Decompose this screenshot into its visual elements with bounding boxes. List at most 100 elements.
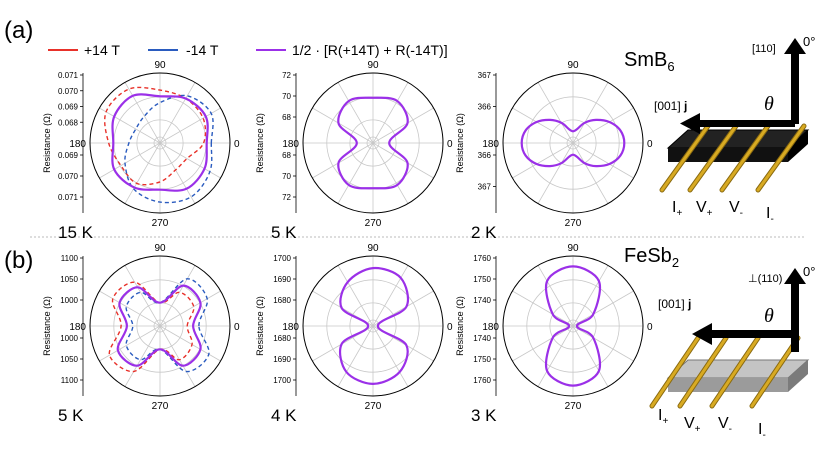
angle-label: 180: [482, 322, 499, 333]
axis-left-arrow: [692, 323, 795, 345]
contacts-a: [659, 123, 807, 193]
radial-tick-label: 0.069: [58, 151, 79, 160]
angle-label: 90: [567, 243, 579, 254]
sample-top-face: [666, 129, 810, 149]
grid-spoke: [124, 82, 161, 144]
axis-up-arrow: [784, 268, 806, 352]
radial-axis-label: Resistance (Ω): [42, 113, 52, 173]
angle-label: 90: [567, 60, 579, 71]
grid-spoke: [572, 325, 609, 387]
radial-tick-label: 1740: [473, 296, 491, 305]
grid-spoke: [124, 265, 161, 327]
radial-tick-label: 72: [282, 193, 291, 202]
polar-plot: 90 180 0 270 0.071 0.070 0.069 0.068 0.069 0.070 0…: [42, 60, 240, 242]
outer-ring: [502, 72, 644, 214]
radial-tick-label: 70: [282, 172, 291, 181]
angle-label: 180: [69, 139, 86, 150]
contacts-b: [649, 335, 801, 409]
radial-tick-label: 1700: [273, 254, 291, 263]
material-label-b: FeSb2: [624, 245, 679, 270]
radial-tick-label: 68: [282, 113, 291, 122]
outer-ring: [89, 255, 231, 397]
contact-wire: [660, 124, 710, 192]
axis-up-label: ⊥(110): [748, 273, 782, 285]
angle-label: 0: [234, 139, 240, 150]
angle-label: 180: [69, 322, 86, 333]
grid-spoke: [372, 82, 409, 144]
radial-tick-label: 1750: [473, 275, 491, 284]
svg-text:I-: I-: [766, 205, 774, 225]
contact-wire: [688, 124, 738, 192]
grid-spoke: [572, 265, 609, 327]
grid-spoke: [512, 325, 574, 362]
grid-spoke: [572, 325, 634, 362]
series-average: [111, 93, 209, 192]
outer-ring: [89, 72, 231, 214]
grid-spoke: [159, 82, 196, 144]
radial-axis-label: Resistance (Ω): [255, 296, 265, 356]
grid-spoke: [124, 325, 161, 387]
grid-spoke: [337, 82, 374, 144]
grid-spoke: [337, 325, 374, 387]
angle-label: 90: [154, 60, 166, 71]
radial-tick-label: 1050: [60, 275, 78, 284]
grid-spoke: [312, 107, 374, 144]
grid-spoke: [99, 142, 161, 179]
svg-text:V-: V-: [729, 199, 743, 219]
radial-tick-label: 68: [282, 151, 291, 160]
angle-label: 90: [367, 60, 379, 71]
outer-ring: [502, 255, 644, 397]
temperature-label: 5 K: [58, 406, 84, 425]
axis-top-angle: 0°: [803, 264, 815, 279]
series-minus-14t: [125, 278, 210, 373]
radial-tick-label: 1760: [473, 376, 491, 385]
svg-text:I+: I+: [658, 407, 668, 427]
legend-label-plus: +14 T: [84, 42, 120, 58]
grid-spoke: [512, 142, 574, 179]
grid-spoke: [572, 82, 609, 144]
contact-wire: [750, 336, 800, 408]
radial-tick-label: 1680: [273, 296, 291, 305]
grid-spoke: [99, 325, 161, 362]
grid-spoke: [159, 265, 196, 327]
radial-tick-label: 1000: [60, 296, 78, 305]
grid-spoke: [372, 325, 409, 387]
axis-top-angle: 0°: [803, 34, 815, 49]
grid-spoke: [159, 107, 221, 144]
temperature-label: 4 K: [271, 406, 297, 425]
radial-tick-label: 1690: [273, 275, 291, 284]
temperature-label: 3 K: [471, 406, 497, 425]
temperature-label: 15 K: [58, 223, 94, 242]
grid-spoke: [99, 107, 161, 144]
grid-spoke: [372, 142, 409, 204]
grid-spoke: [372, 142, 434, 179]
axis-up-arrow: [784, 38, 806, 124]
svg-text:I-: I-: [758, 421, 766, 441]
series-plus-14t: [108, 281, 195, 373]
radial-axis-label: Resistance (Ω): [455, 113, 465, 173]
series-average: [520, 118, 626, 168]
radial-tick-label: 0.070: [58, 172, 79, 181]
polar-plot: 90 180 0 270 367 366 366 367 Resistance (Ω) 2 K: [455, 60, 653, 242]
grid-spoke: [159, 325, 196, 387]
contact-wire: [650, 336, 700, 408]
radial-tick-label: 1100: [61, 376, 79, 385]
grid-spoke: [124, 142, 161, 204]
radial-tick-label: 367: [478, 71, 492, 80]
angle-label: 0: [447, 322, 453, 333]
angle-label: 270: [365, 401, 382, 412]
grid-spoke: [99, 290, 161, 327]
svg-text:V+: V+: [696, 199, 713, 219]
angle-label: 0: [647, 322, 653, 333]
radial-tick-label: 1100: [61, 254, 79, 263]
panel-label-a: (a): [4, 17, 33, 44]
sample-right-face: [788, 360, 808, 392]
contact-wire: [678, 336, 728, 408]
angle-label: 0: [234, 322, 240, 333]
radial-tick-label: 1000: [60, 334, 78, 343]
svg-text:V+: V+: [684, 415, 701, 435]
outer-ring: [302, 72, 444, 214]
svg-text:V-: V-: [718, 415, 732, 435]
material-label-a: SmB6: [624, 49, 675, 74]
